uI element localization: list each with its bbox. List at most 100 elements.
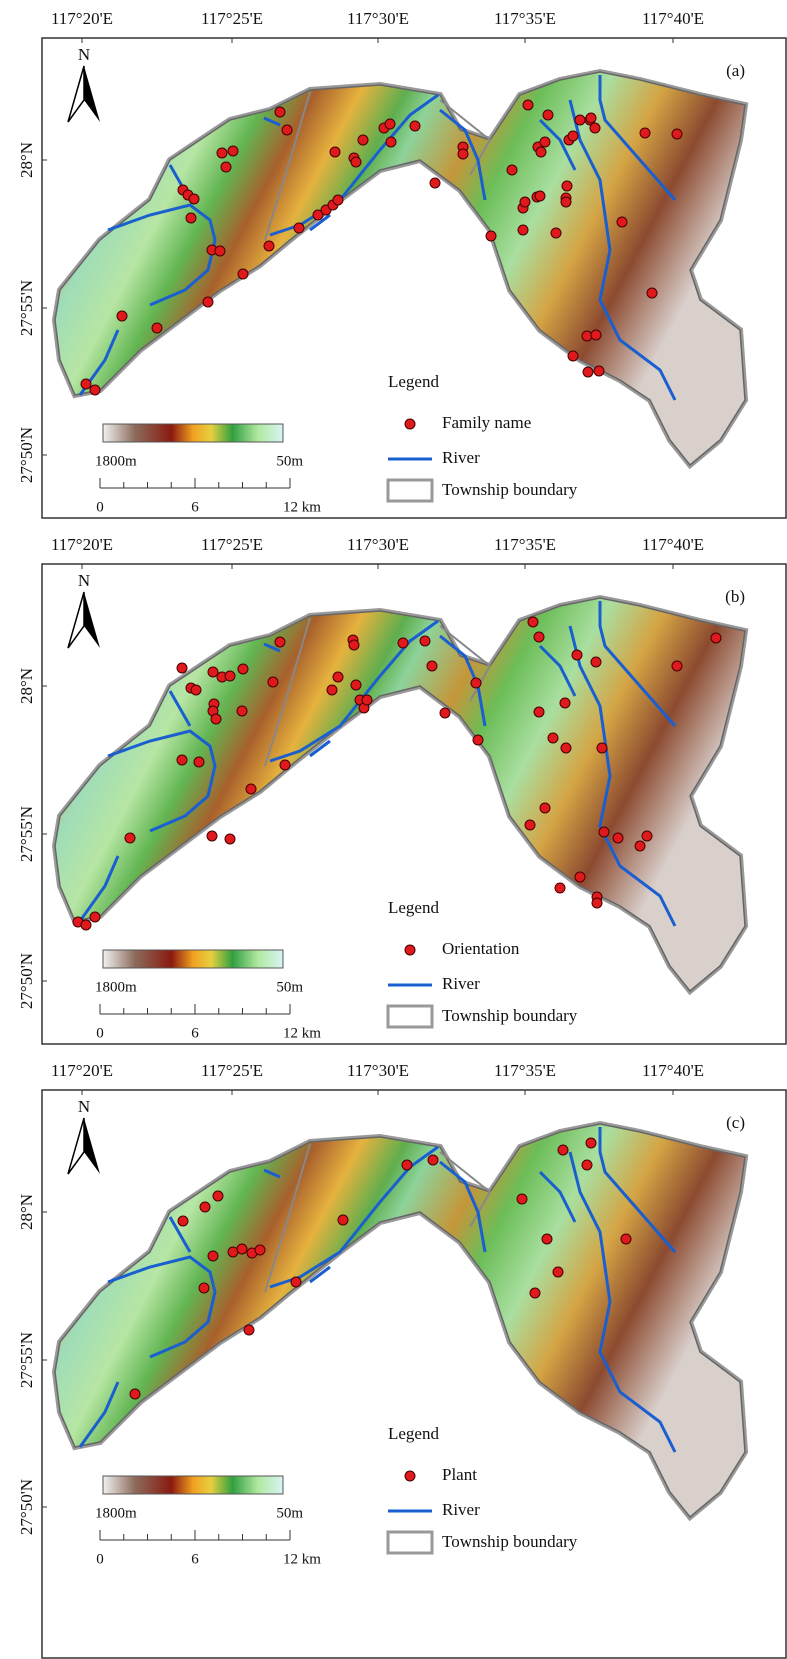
point <box>213 1191 223 1201</box>
point <box>635 841 645 851</box>
panel-letter: (b) <box>725 587 745 606</box>
point <box>520 197 530 207</box>
point <box>177 663 187 673</box>
scalebar-label: 12 km <box>283 499 321 515</box>
point <box>586 113 596 123</box>
colorbar <box>103 424 283 442</box>
point <box>398 638 408 648</box>
legend-boundary <box>388 480 432 501</box>
legend-point <box>405 945 415 955</box>
point <box>189 194 199 204</box>
colorbar-label: 50m <box>276 1505 303 1521</box>
point <box>540 137 550 147</box>
point <box>280 760 290 770</box>
point <box>621 1234 631 1244</box>
point <box>90 385 100 395</box>
legend-boundary <box>388 1006 432 1027</box>
point <box>351 680 361 690</box>
scalebar-label: 0 <box>96 499 104 515</box>
point <box>238 269 248 279</box>
point <box>473 735 483 745</box>
point <box>327 685 337 695</box>
legend-item: Family name <box>442 413 531 432</box>
x-tick-label: 117°35'E <box>494 9 556 28</box>
point <box>540 803 550 813</box>
point <box>551 228 561 238</box>
point <box>200 1202 210 1212</box>
legend-point <box>405 419 415 429</box>
point <box>525 820 535 830</box>
point <box>534 632 544 642</box>
y-tick-label: 27°50'N <box>17 427 36 483</box>
legend-item: River <box>442 1500 480 1519</box>
point <box>291 1277 301 1287</box>
point <box>597 743 607 753</box>
legend-title: Legend <box>388 898 439 917</box>
point <box>186 213 196 223</box>
x-tick-label: 117°30'E <box>347 1061 409 1080</box>
x-tick-label: 117°25'E <box>201 1061 263 1080</box>
legend-item: Plant <box>442 1465 477 1484</box>
scalebar-label: 0 <box>96 1551 104 1567</box>
point <box>244 1325 254 1335</box>
point <box>386 137 396 147</box>
colorbar-label: 50m <box>276 453 303 469</box>
legend-item: River <box>442 974 480 993</box>
point <box>237 706 247 716</box>
scalebar-label: 12 km <box>283 1551 321 1567</box>
point <box>215 246 225 256</box>
point <box>553 1267 563 1277</box>
x-tick-label: 117°30'E <box>347 9 409 28</box>
point <box>548 733 558 743</box>
legend-boundary <box>388 1532 432 1553</box>
point <box>130 1389 140 1399</box>
scalebar-label: 6 <box>191 499 199 515</box>
point <box>275 637 285 647</box>
y-tick-label: 27°55'N <box>17 280 36 336</box>
north-label: N <box>78 45 90 64</box>
scalebar-label: 6 <box>191 1551 199 1567</box>
point <box>225 671 235 681</box>
scalebar-label: 12 km <box>283 1025 321 1041</box>
point <box>672 129 682 139</box>
point <box>711 633 721 643</box>
point <box>208 667 218 677</box>
point <box>351 157 361 167</box>
x-tick-label: 117°40'E <box>642 535 704 554</box>
point <box>518 225 528 235</box>
point <box>583 367 593 377</box>
point <box>221 162 231 172</box>
point <box>428 1155 438 1165</box>
colorbar-label: 1800m <box>95 1505 137 1521</box>
point <box>458 149 468 159</box>
legend-title: Legend <box>388 372 439 391</box>
point <box>561 743 571 753</box>
point <box>211 714 221 724</box>
point <box>586 1138 596 1148</box>
north-label: N <box>78 571 90 590</box>
point <box>282 125 292 135</box>
point <box>582 1160 592 1170</box>
x-tick-label: 117°30'E <box>347 535 409 554</box>
y-tick-label: 27°55'N <box>17 806 36 862</box>
legend-point <box>405 1471 415 1481</box>
scalebar-label: 6 <box>191 1025 199 1041</box>
point <box>81 920 91 930</box>
point <box>228 1247 238 1257</box>
point <box>238 664 248 674</box>
point <box>558 1145 568 1155</box>
x-tick-label: 117°20'E <box>51 1061 113 1080</box>
point <box>568 131 578 141</box>
point <box>177 755 187 765</box>
point <box>471 678 481 688</box>
point <box>427 661 437 671</box>
point <box>536 147 546 157</box>
point <box>523 100 533 110</box>
point <box>535 191 545 201</box>
point <box>599 827 609 837</box>
point <box>591 330 601 340</box>
point <box>575 115 585 125</box>
point <box>275 107 285 117</box>
point <box>117 311 127 321</box>
point <box>517 1194 527 1204</box>
